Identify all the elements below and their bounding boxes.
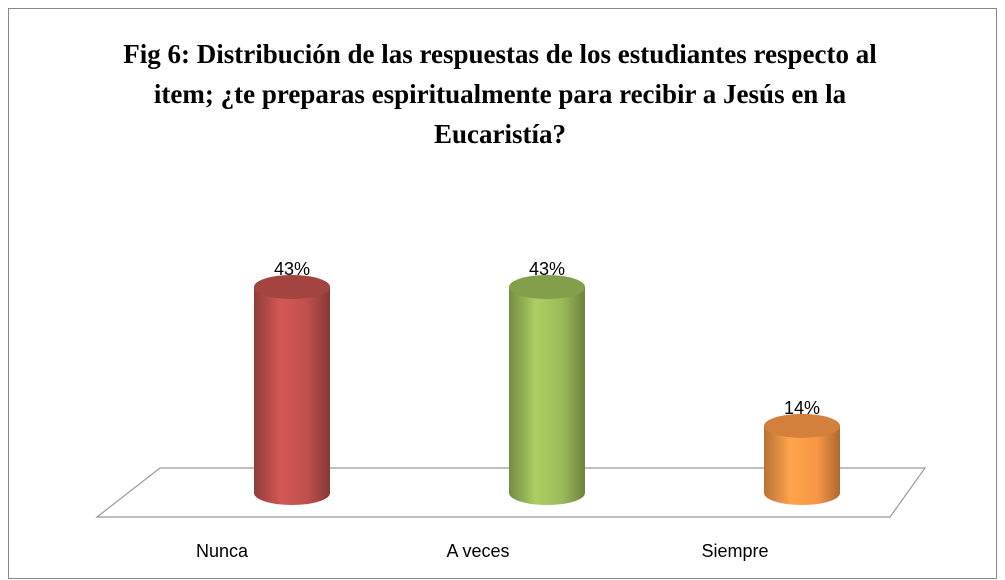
bar-top [254,275,330,299]
data-label: 43% [529,259,565,279]
x-tick-label: Siempre [701,541,768,561]
bar [764,413,840,505]
bar-body [764,425,840,505]
chart-title: Fig 6: Distribución de las respuestas de… [123,39,877,149]
data-label: 14% [784,398,820,418]
bar-top [764,413,840,438]
bar [509,275,585,505]
bar-top [509,275,585,299]
x-tick-label: Nunca [196,541,249,561]
bar-body [509,287,585,505]
bar [254,275,330,505]
bar-body [254,287,330,505]
data-label: 43% [274,259,310,279]
x-tick-label: A veces [446,541,509,561]
